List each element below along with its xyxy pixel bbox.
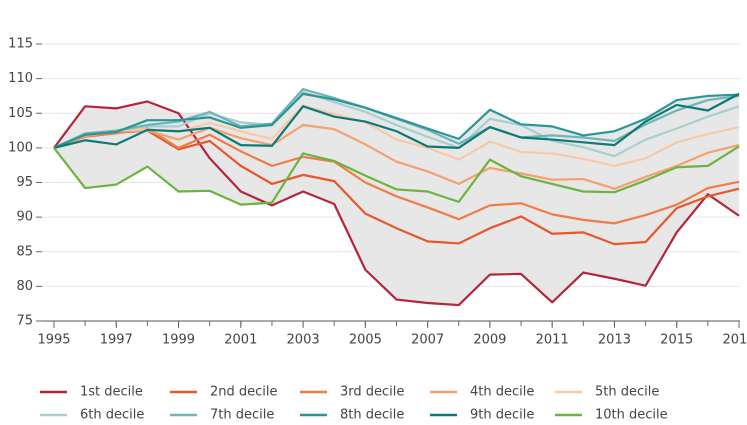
legend-label: 9th decile (470, 408, 534, 423)
legend-label: 2nd decile (210, 385, 278, 400)
x-tick-label: 2017 (722, 333, 747, 348)
legend-label: 1st decile (80, 385, 143, 400)
series-line (53, 90, 740, 158)
y-tick-label: 105 (8, 106, 33, 121)
x-tick-label: 2009 (473, 333, 506, 348)
x-tick-label: 2001 (224, 333, 257, 348)
series-line (53, 92, 740, 149)
y-tick-label: 110 (8, 71, 33, 86)
x-tick-label: 2003 (287, 333, 320, 348)
y-tick-label: 115 (8, 37, 33, 52)
x-tick-label: 2015 (660, 333, 693, 348)
series-line (53, 145, 740, 206)
series-line (53, 92, 740, 149)
y-tick-label: 85 (16, 244, 33, 259)
legend-label: 5th decile (595, 385, 659, 400)
y-tick-label: 90 (16, 210, 33, 225)
x-tick-label: 2005 (349, 333, 382, 348)
legend-label: 4th decile (470, 385, 534, 400)
x-tick-label: 1997 (100, 333, 133, 348)
x-tick-label: 2011 (536, 333, 569, 348)
x-tick-label: 2007 (411, 333, 444, 348)
x-tick-label: 1995 (37, 333, 70, 348)
legend-label: 8th decile (340, 408, 404, 423)
y-tick-label: 75 (16, 314, 33, 329)
x-tick-label: 1999 (162, 333, 195, 348)
legend-label: 6th decile (80, 408, 144, 423)
series-line (53, 100, 740, 307)
y-tick-label: 80 (16, 279, 33, 294)
legend-label: 3rd decile (340, 385, 404, 400)
y-tick-label: 100 (8, 140, 33, 155)
series-line (53, 123, 740, 190)
series-line (53, 129, 740, 246)
x-tick-label: 2013 (598, 333, 631, 348)
series-line (53, 127, 740, 225)
y-tick-label: 95 (16, 175, 33, 190)
legend-label: 7th decile (210, 408, 274, 423)
legend-label: 10th decile (595, 408, 668, 423)
